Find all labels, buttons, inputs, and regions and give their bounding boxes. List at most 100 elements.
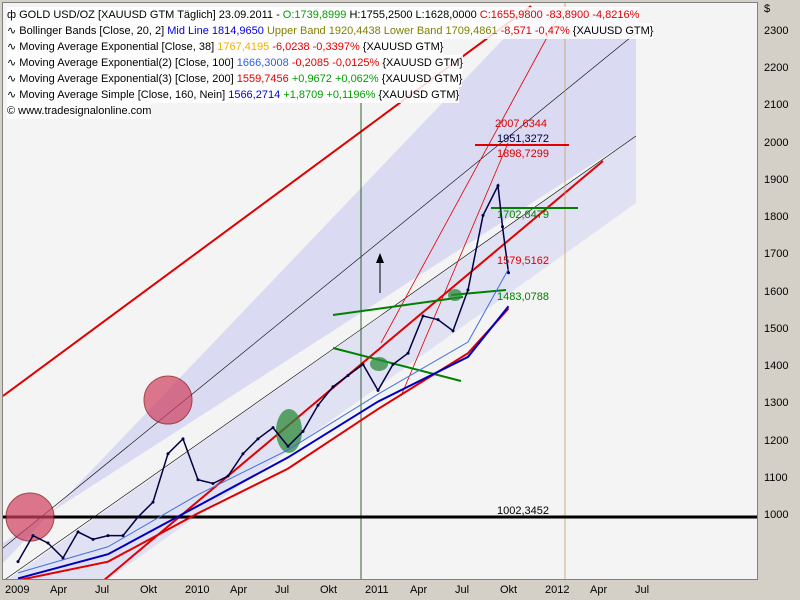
y-tick-label: 2100 <box>764 99 789 112</box>
legend-text: Moving Average Exponential [Close, 38] <box>19 41 215 53</box>
chart-svg: 2007,6344 1951,3272 1898,7299 1702,8479 … <box>2 3 757 583</box>
close: C:1655,9800 -83,8900 -4,8216% <box>479 9 640 21</box>
mid: Mid Line 1814,9650 <box>167 25 264 37</box>
series-ema-200 <box>17 307 510 582</box>
y-tick-label: 2200 <box>764 62 789 75</box>
y-tick-label: 1300 <box>764 397 789 410</box>
price-point <box>61 556 65 560</box>
high: H:1755,2500 <box>349 9 413 21</box>
low: L:1628,0000 <box>415 9 477 21</box>
x-tick-label: 2010 <box>185 584 210 596</box>
price-point <box>301 429 305 433</box>
legend-text: Moving Average Exponential(3) [Close, 20… <box>19 73 234 85</box>
price-point <box>166 452 170 456</box>
legend-text: Bollinger Bands [Close, 20, 2] <box>19 25 165 37</box>
y-tick-label: 1600 <box>764 285 789 298</box>
price-point <box>481 213 485 217</box>
annotation-labels: 2007,6344 1951,3272 1898,7299 1702,8479 … <box>495 118 549 517</box>
x-tick-label: 2009 <box>5 584 30 596</box>
y-tick-label: 1000 <box>764 509 789 521</box>
symbol: {XAUUSD GTM} <box>382 57 464 69</box>
price-point <box>391 362 395 366</box>
price-point <box>241 452 245 456</box>
legend-sma160: ∿ Moving Average Simple [Close, 160, Nei… <box>7 87 460 103</box>
price-point <box>466 288 470 292</box>
label-2007: 2007,6344 <box>495 118 547 130</box>
price-point <box>501 225 504 229</box>
change: +0,9672 +0,062% <box>291 73 379 85</box>
symbol: {XAUUSD GTM} <box>381 73 463 85</box>
symbol: {XAUUSD GTM} <box>572 25 654 37</box>
y-tick-label: 1800 <box>764 211 789 224</box>
price-point <box>331 385 335 389</box>
legend-ema38: ∿ Moving Average Exponential [Close, 38]… <box>7 39 444 55</box>
price-point <box>316 403 320 407</box>
label-1898: 1898,7299 <box>497 148 549 160</box>
legend-text: Moving Average Exponential(2) [Close, 10… <box>19 57 234 69</box>
x-tick-label: Okt <box>320 584 338 596</box>
price-point <box>46 541 50 545</box>
y-tick-label: 1900 <box>764 173 789 186</box>
price-point <box>256 437 260 441</box>
price-point <box>181 437 185 441</box>
price-point <box>451 329 455 333</box>
price-point <box>361 362 365 366</box>
price-point <box>436 318 440 322</box>
price-point <box>91 537 95 541</box>
value: 1767,4195 <box>217 41 270 53</box>
x-tick-label: Apr <box>410 584 428 596</box>
price-point <box>507 271 510 275</box>
price-point <box>226 474 230 478</box>
x-tick-label: Okt <box>140 584 158 596</box>
change: -6,0238 -0,3397% <box>272 41 360 53</box>
price-point <box>286 444 290 448</box>
label-1483: 1483,0788 <box>497 291 549 303</box>
symbol: {XAUUSD GTM} <box>378 89 460 101</box>
price-point <box>196 478 200 482</box>
x-tick-label: Jul <box>455 584 470 596</box>
x-tick-label: Jul <box>635 584 650 596</box>
price-point <box>376 388 380 392</box>
price-point <box>76 530 80 534</box>
lower: Lower Band 1709,4861 <box>383 25 498 37</box>
series-ema-100 <box>17 268 509 574</box>
price-point <box>151 500 155 504</box>
legend-ema200: ∿ Moving Average Exponential(3) [Close, … <box>7 71 463 87</box>
chart-legend: ф GOLD USD/OZ [XAUUSD GTM Täglich] 23.09… <box>7 7 654 119</box>
legend-price: ф GOLD USD/OZ [XAUUSD GTM Täglich] 23.09… <box>7 7 640 23</box>
legend-text: GOLD USD/OZ [XAUUSD GTM Täglich] 23.09.2… <box>19 9 280 21</box>
price-point <box>406 351 410 355</box>
y-tick-label: 1100 <box>764 471 788 484</box>
x-tick-label: 2011 <box>365 584 389 596</box>
price-point <box>121 534 125 538</box>
y-tick-label: 2000 <box>764 136 789 149</box>
price-point <box>346 374 350 378</box>
symbol: {XAUUSD GTM} <box>362 41 444 53</box>
price-point <box>271 426 275 430</box>
legend-ema100: ∿ Moving Average Exponential(2) [Close, … <box>7 55 464 71</box>
x-tick-label: Jul <box>275 584 290 596</box>
y-tick-label: 1500 <box>764 322 789 335</box>
x-tick-label: Jul <box>95 584 110 596</box>
x-tick-label: Apr <box>230 584 248 596</box>
label-1002: 1002,3452 <box>497 505 549 517</box>
value: 1566,2714 <box>228 89 281 101</box>
series-sma-160 <box>17 305 510 580</box>
x-tick-label: Okt <box>500 584 518 596</box>
price-point <box>496 184 500 188</box>
x-tick-label: Apr <box>590 584 608 596</box>
y-tick-label: 1200 <box>764 434 789 447</box>
x-tick-label: Apr <box>50 584 68 596</box>
value: 1559,7456 <box>236 73 289 85</box>
change: -0,2085 -0,0125% <box>291 57 380 69</box>
price-point <box>421 314 425 318</box>
label-1702: 1702,8479 <box>497 209 549 221</box>
price-point <box>136 515 140 519</box>
change: -8,571 -0,47% <box>500 25 570 37</box>
chart-plot-area[interactable]: 2007,6344 1951,3272 1898,7299 1702,8479 … <box>2 2 758 583</box>
legend-text: Moving Average Simple [Close, 160, Nein] <box>19 89 226 101</box>
change: +1,8709 +0,1196% <box>283 89 376 101</box>
price-point <box>106 534 110 538</box>
currency-label: $ <box>764 3 771 15</box>
open: O:1739,8999 <box>282 9 347 21</box>
